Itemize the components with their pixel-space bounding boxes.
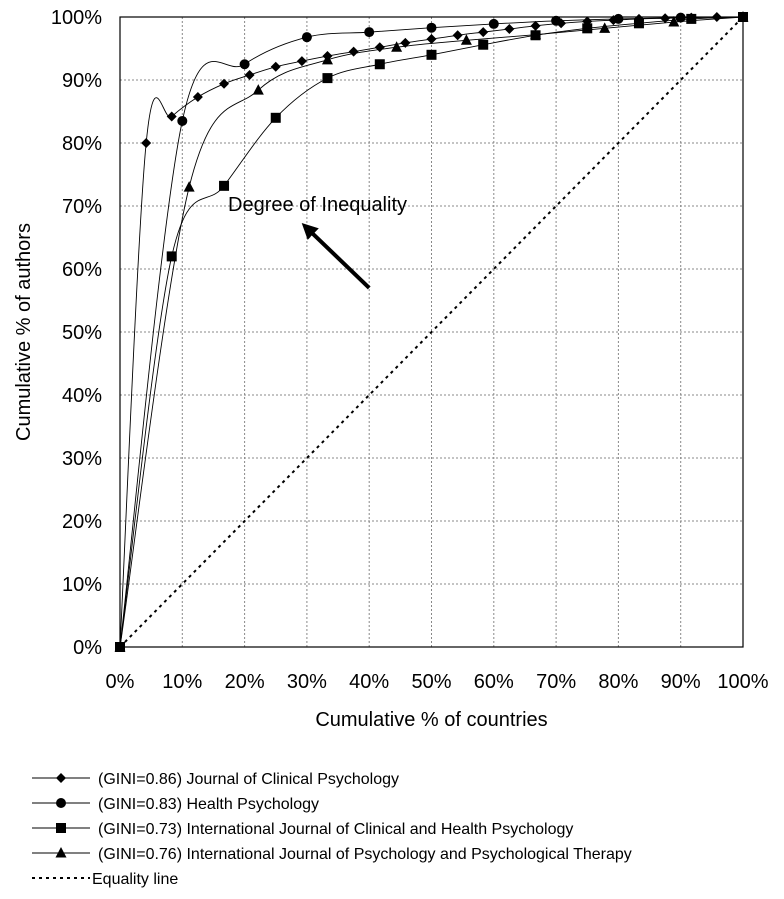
x-tick-label: 30% <box>287 671 327 693</box>
data-point-diamond <box>426 34 437 45</box>
data-point-square <box>426 49 437 60</box>
grid-lines <box>120 17 743 647</box>
data-point-square <box>582 23 593 34</box>
legend-item: Equality line <box>32 871 178 888</box>
y-tick-label: 10% <box>62 574 102 596</box>
data-point-diamond <box>244 69 255 80</box>
x-axis-title: Cumulative % of countries <box>315 709 547 731</box>
x-tick-label: 10% <box>162 671 202 693</box>
legend-label: (GINI=0.86) Journal of Clinical Psycholo… <box>98 771 399 788</box>
legend-label: (GINI=0.73) International Journal of Cli… <box>98 821 573 838</box>
data-point-triangle <box>460 34 472 45</box>
annotation: Degree of Inequality <box>228 194 407 290</box>
data-point-diamond <box>219 78 230 89</box>
data-point-triangle <box>391 41 403 52</box>
legend-label: Equality line <box>92 871 178 888</box>
legend-label: (GINI=0.83) Health Psychology <box>98 796 319 813</box>
data-point-diamond <box>296 56 307 67</box>
data-point-square <box>322 73 333 84</box>
y-tick-label: 30% <box>62 448 102 470</box>
legend: (GINI=0.86) Journal of Clinical Psycholo… <box>32 771 632 888</box>
legend-item: (GINI=0.73) International Journal of Cli… <box>32 821 573 838</box>
data-point-square <box>633 18 644 29</box>
x-tick-label: 0% <box>106 671 135 693</box>
data-point-triangle <box>252 84 264 95</box>
x-tick-label: 50% <box>411 671 451 693</box>
y-tick-label: 80% <box>62 133 102 155</box>
legend-item: (GINI=0.86) Journal of Clinical Psycholo… <box>32 771 399 788</box>
y-axis-title: Cumulative % of authors <box>13 223 35 441</box>
data-point-circle <box>488 18 499 29</box>
data-point-circle <box>426 22 437 33</box>
legend-marker-square <box>56 823 66 833</box>
data-point-diamond <box>400 37 411 48</box>
data-point-circle <box>551 15 562 26</box>
data-point-circle <box>364 27 375 38</box>
x-axis-ticks: 0% 10% 20% 30% 40% 50% 60% 70% 80% 90% 100% <box>106 671 769 693</box>
legend-item: (GINI=0.83) Health Psychology <box>32 796 319 813</box>
legend-label: (GINI=0.76) International Journal of Psy… <box>98 846 632 863</box>
data-point-diamond <box>348 46 359 57</box>
data-point-triangle <box>183 181 195 192</box>
x-tick-label: 90% <box>661 671 701 693</box>
data-point-diamond <box>374 42 385 53</box>
data-point-diamond <box>530 20 541 31</box>
y-tick-label: 90% <box>62 70 102 92</box>
x-tick-label: 100% <box>717 671 768 693</box>
data-point-circle <box>239 59 250 70</box>
data-point-circle <box>177 115 188 126</box>
data-point-diamond <box>504 23 515 34</box>
equality-line <box>119 16 744 648</box>
data-point-diamond <box>270 61 281 72</box>
data-point-square <box>219 180 230 191</box>
data-point-square <box>374 59 385 70</box>
x-tick-label: 80% <box>598 671 638 693</box>
series-5 <box>119 16 744 648</box>
data-point-diamond <box>141 138 152 148</box>
data-point-triangle <box>668 16 680 27</box>
y-tick-label: 0% <box>73 637 102 659</box>
x-tick-label: 20% <box>225 671 265 693</box>
y-tick-label: 100% <box>51 7 102 29</box>
data-point-diamond <box>478 27 489 38</box>
y-axis-ticks: 0% 10% 20% 30% 40% 50% 60% 70% 80% 90% 100% <box>51 7 102 659</box>
legend-marker-diamond <box>56 773 66 783</box>
data-point-square <box>478 39 489 50</box>
y-tick-label: 70% <box>62 196 102 218</box>
legend-item: (GINI=0.76) International Journal of Psy… <box>32 846 632 863</box>
series-line <box>119 16 744 648</box>
x-tick-label: 60% <box>474 671 514 693</box>
y-tick-label: 20% <box>62 511 102 533</box>
data-point-triangle <box>321 53 333 65</box>
data-point-triangle <box>530 28 542 40</box>
annotation-text: Degree of Inequality <box>228 194 407 216</box>
data-point-circle <box>301 32 312 43</box>
legend-marker-circle <box>56 798 66 808</box>
annotation-arrow <box>301 223 371 290</box>
y-tick-label: 60% <box>62 259 102 281</box>
data-point-diamond <box>166 111 177 122</box>
series-layer <box>114 11 749 652</box>
data-point-square <box>270 112 281 123</box>
legend-marker-triangle <box>55 847 67 858</box>
data-point-circle <box>613 13 624 24</box>
y-tick-label: 40% <box>62 385 102 407</box>
y-tick-label: 50% <box>62 322 102 344</box>
data-point-diamond <box>192 92 203 103</box>
plot-area-frame <box>119 16 744 648</box>
data-point-square <box>686 13 697 24</box>
data-point-triangle <box>599 22 611 33</box>
x-tick-label: 40% <box>349 671 389 693</box>
data-point-diamond <box>452 30 463 41</box>
data-point-square <box>166 251 177 262</box>
x-tick-label: 70% <box>536 671 576 693</box>
